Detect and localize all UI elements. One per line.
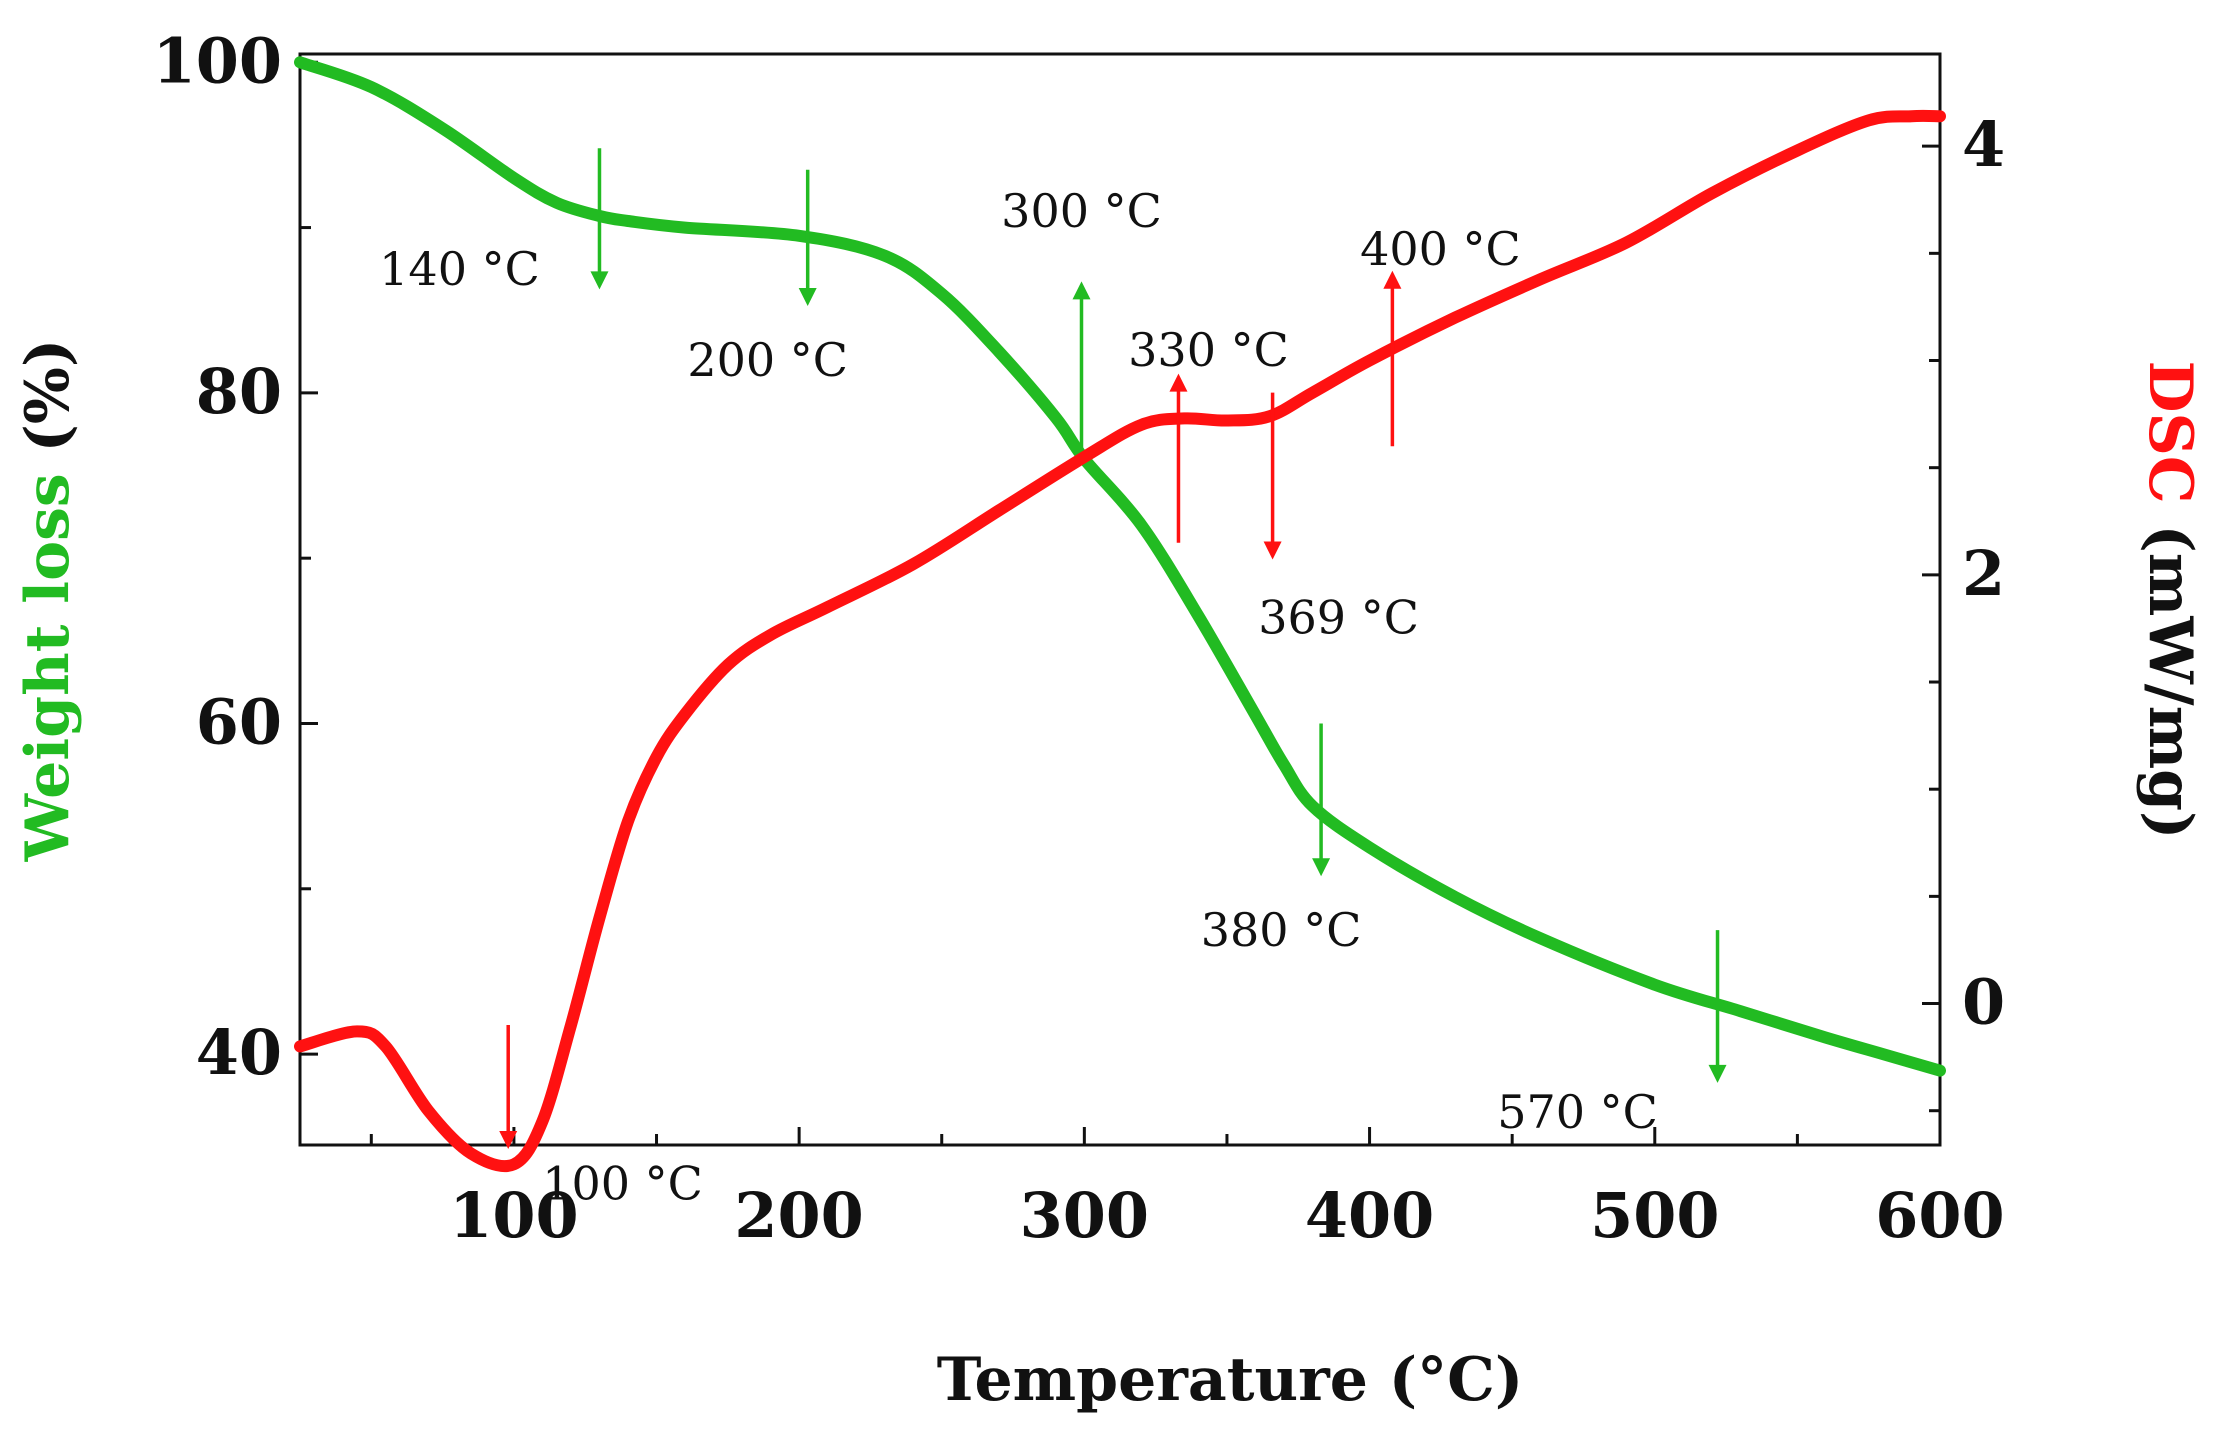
left-axis-title: Weight loss (%) — [13, 339, 83, 863]
left-axis-title-unit: (%) — [13, 339, 83, 453]
right-tick-label: 0 — [1962, 966, 2005, 1039]
annotation-arrow-300 — [1072, 281, 1091, 451]
annotation-arrow-head — [1383, 270, 1402, 289]
weight-loss-series-line — [294, 56, 1946, 1077]
plot-border — [298, 52, 1942, 1147]
left-axis-title-name: Weight loss — [13, 452, 83, 862]
annotation-arrow-330 — [1169, 373, 1188, 543]
annotation-arrow-head — [1169, 373, 1188, 392]
annotation-label: 100 °C — [542, 1157, 703, 1211]
annotation-arrow-head — [1708, 1064, 1727, 1083]
annotation-arrow-head — [1263, 541, 1282, 560]
annotation-arrow-head — [590, 271, 609, 290]
x-axis-title: Temperature (°C) — [937, 1345, 1524, 1415]
annotation-arrow-head — [499, 1131, 518, 1149]
annotation-label: 140 °C — [379, 242, 540, 296]
annotation-layer — [499, 148, 1727, 1149]
right-axis-title: DSC (mW/mg) — [2135, 360, 2205, 839]
annotation-label: 369 °C — [1258, 591, 1419, 645]
annotation-label: 300 °C — [1001, 184, 1162, 238]
annotation-label: 570 °C — [1497, 1085, 1658, 1139]
right-tick-label: 4 — [1962, 108, 2005, 181]
annotation-arrow-400 — [1383, 270, 1402, 447]
plot-frame — [298, 52, 1942, 1147]
annotation-arrow-570 — [1708, 930, 1727, 1083]
annotation-arrow-100 — [499, 1024, 518, 1149]
right-axis-title-unit: (mW/mg) — [2135, 525, 2205, 840]
annotation-arrow-140 — [590, 148, 609, 290]
x-tick-label: 200 — [734, 1179, 863, 1252]
left-tick-label: 80 — [196, 355, 282, 428]
x-tick-label: 600 — [1875, 1179, 2004, 1252]
annotation-arrow-380 — [1312, 723, 1331, 877]
right-axis-title-name: DSC — [2135, 360, 2205, 524]
annotation-arrow-head — [1072, 281, 1091, 300]
x-tick-label: 300 — [1020, 1179, 1149, 1252]
series-layer — [294, 56, 1946, 1173]
label-layer: 100 200 300 400 500 600 40 60 80 100 0 2 4 140 °C 200 … — [153, 24, 2006, 1252]
right-tick-label: 2 — [1962, 537, 2005, 610]
annotation-arrow-head — [798, 287, 817, 306]
annotation-label: 330 °C — [1128, 323, 1289, 377]
annotation-arrow-200 — [798, 169, 817, 306]
x-tick-label: 500 — [1590, 1179, 1719, 1252]
annotation-arrow-head — [1312, 858, 1331, 877]
annotation-label: 380 °C — [1201, 903, 1362, 957]
x-tick-label: 100 — [449, 1179, 578, 1252]
left-tick-label: 60 — [196, 685, 282, 758]
left-tick-label: 100 — [153, 24, 282, 97]
annotation-arrow-369 — [1263, 392, 1282, 560]
x-tick-label: 400 — [1305, 1179, 1434, 1252]
annotation-label: 200 °C — [687, 333, 848, 387]
annotation-label: 400 °C — [1360, 222, 1521, 276]
left-tick-label: 40 — [196, 1016, 282, 1089]
dsc-series-line — [294, 109, 1946, 1173]
